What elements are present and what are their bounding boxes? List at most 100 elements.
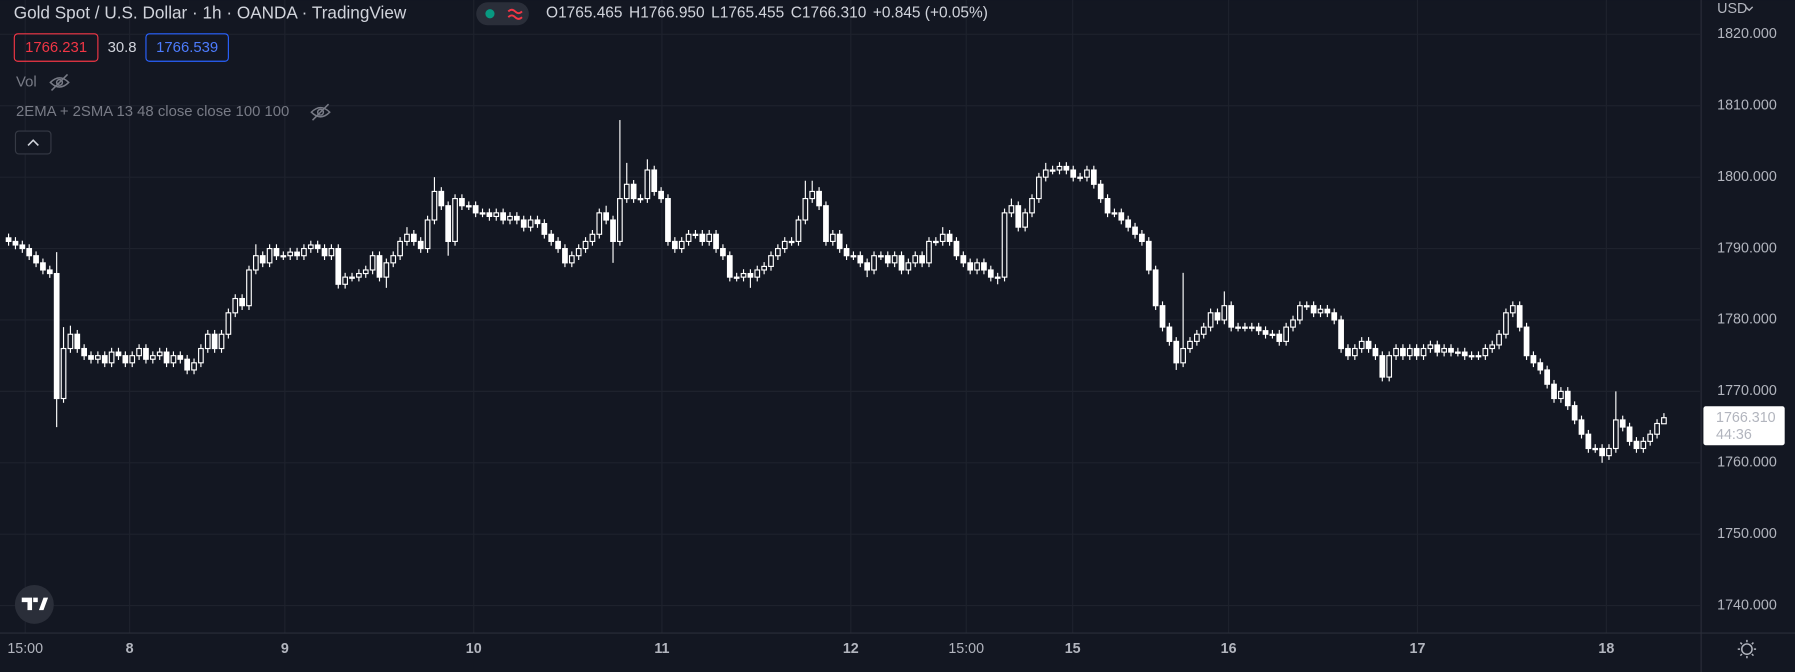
ohlc-value: 1766.310 bbox=[802, 5, 866, 22]
tradingview-logo[interactable] bbox=[14, 584, 54, 624]
status-pill[interactable] bbox=[476, 2, 529, 26]
candle-body bbox=[259, 255, 266, 264]
candle-body bbox=[1125, 219, 1132, 228]
candle-body bbox=[383, 262, 390, 278]
axes: 1740.000 1750.000 1760.000 1770.000 1780.000… bbox=[7, 26, 1785, 657]
candle-body bbox=[1193, 333, 1200, 342]
candle-body bbox=[809, 190, 816, 200]
candles bbox=[5, 120, 1667, 463]
candle-body bbox=[768, 255, 774, 267]
x-tick-label: 17 bbox=[1410, 641, 1426, 657]
candle-body bbox=[610, 219, 616, 242]
market-open-dot bbox=[485, 9, 495, 19]
price-change: +0.845 (+0.05%) bbox=[873, 5, 988, 22]
candle-body bbox=[1297, 305, 1303, 321]
candle-body bbox=[301, 247, 307, 257]
candle-body bbox=[1461, 351, 1468, 357]
collapse-chevron bbox=[27, 139, 39, 146]
ohlc-label: H bbox=[629, 5, 640, 22]
candle-body bbox=[1633, 440, 1640, 450]
candle-body bbox=[878, 255, 884, 258]
candle-body bbox=[424, 219, 431, 250]
candle-body bbox=[1173, 340, 1180, 364]
candle-body bbox=[445, 205, 452, 242]
candle-body bbox=[514, 215, 520, 221]
candle-body bbox=[981, 262, 987, 271]
candle-body bbox=[1303, 305, 1310, 308]
candle-body bbox=[149, 355, 156, 360]
candle-body bbox=[671, 240, 678, 250]
candle-body bbox=[1365, 340, 1372, 350]
candle-body bbox=[1090, 169, 1097, 185]
candle-body bbox=[603, 212, 610, 221]
candle-body bbox=[280, 255, 287, 258]
candle-body bbox=[795, 219, 802, 242]
candle-body bbox=[568, 255, 575, 264]
candle-body bbox=[596, 212, 603, 235]
candle-body bbox=[829, 233, 836, 242]
candle-body bbox=[1647, 433, 1654, 442]
indicator-value: 1766.231 bbox=[25, 40, 87, 56]
candle-body bbox=[46, 269, 53, 275]
candle-body bbox=[1606, 447, 1612, 457]
candle-body bbox=[1544, 369, 1551, 385]
hidden-icon[interactable] bbox=[49, 73, 70, 91]
candle-body bbox=[225, 312, 232, 335]
candle-body bbox=[1345, 347, 1351, 357]
settings-icon[interactable] bbox=[1737, 639, 1757, 659]
candle-body bbox=[108, 351, 115, 364]
candle-body bbox=[706, 233, 713, 242]
candle-body bbox=[404, 233, 410, 242]
symbol-title: Gold Spot / U.S. Dollar · 1h · OANDA · T… bbox=[14, 2, 407, 22]
candle-body bbox=[1077, 176, 1083, 179]
indicator-value: 1766.539 bbox=[156, 40, 218, 56]
candle-body bbox=[507, 215, 513, 221]
candle-body bbox=[987, 269, 994, 278]
y-tick-label: 1750.000 bbox=[1717, 526, 1777, 542]
candle-body bbox=[1324, 308, 1331, 314]
candle-body bbox=[555, 240, 561, 250]
candle-body bbox=[617, 198, 623, 242]
candle-body bbox=[692, 233, 699, 236]
candle-body bbox=[644, 169, 651, 200]
candle-body bbox=[994, 276, 1001, 279]
candle-body bbox=[1200, 326, 1207, 335]
candle-body bbox=[1159, 305, 1166, 328]
candle-body bbox=[816, 190, 822, 207]
indicator-box bbox=[145, 33, 229, 62]
candle-body bbox=[1475, 355, 1482, 358]
candle-body bbox=[1015, 205, 1022, 228]
candle-body bbox=[1049, 169, 1056, 172]
collapse-button[interactable] bbox=[14, 130, 52, 155]
x-tick-label: 15:00 bbox=[7, 641, 43, 657]
candle-body bbox=[1084, 169, 1090, 178]
candle-body bbox=[1228, 305, 1235, 328]
currency-label[interactable]: USD bbox=[1717, 1, 1747, 17]
candle-body bbox=[335, 247, 342, 285]
candle-body bbox=[410, 233, 417, 242]
candle-body bbox=[177, 355, 184, 360]
candle-body bbox=[266, 247, 273, 264]
bar-countdown: 44:36 bbox=[1716, 427, 1752, 443]
data-status-icon bbox=[507, 8, 523, 20]
candle-body bbox=[1448, 347, 1454, 353]
candle-body bbox=[1118, 212, 1125, 221]
candle-body bbox=[665, 198, 671, 242]
candle-body bbox=[1063, 165, 1070, 171]
y-tick-label: 1800.000 bbox=[1717, 169, 1777, 185]
candle-body bbox=[1523, 326, 1530, 357]
candle-body bbox=[775, 247, 781, 257]
candle-body bbox=[314, 244, 321, 250]
candle-body bbox=[1008, 205, 1015, 214]
candle-body bbox=[328, 247, 335, 257]
candle-body bbox=[534, 219, 541, 225]
candle-body bbox=[218, 333, 225, 350]
candle-body bbox=[1420, 347, 1427, 357]
hidden-icon[interactable] bbox=[310, 103, 331, 121]
candle-body bbox=[1509, 305, 1516, 314]
candle-body bbox=[376, 255, 383, 278]
candle-body bbox=[472, 205, 479, 214]
candle-body bbox=[562, 247, 568, 264]
